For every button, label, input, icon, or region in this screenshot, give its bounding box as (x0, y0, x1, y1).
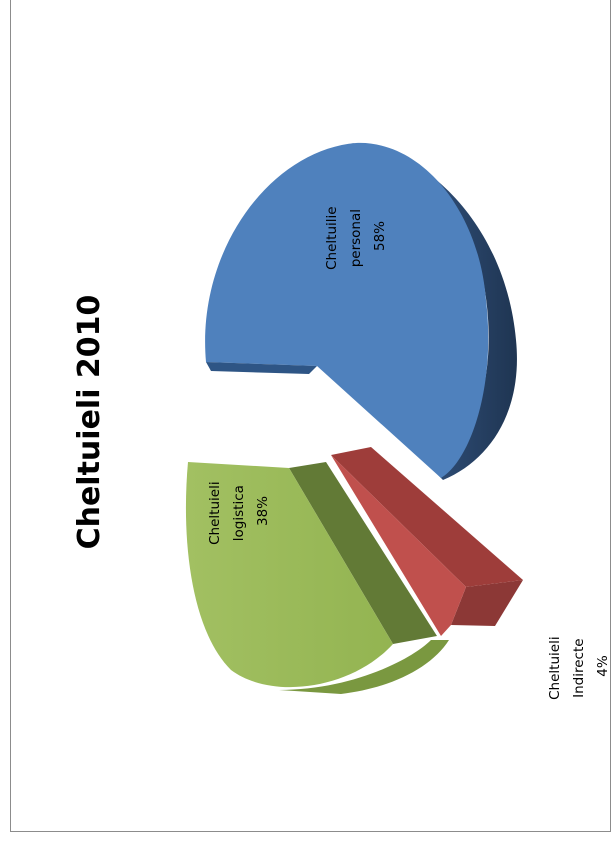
slice-indirecte-side (451, 580, 523, 626)
label-indirecte-line1: Cheltuieli (547, 636, 563, 699)
slice-logistica-top (185, 462, 393, 688)
label-indirecte-percent: 4% (595, 655, 611, 677)
slice-personal (205, 142, 517, 480)
slice-indirecte (331, 447, 523, 636)
label-logistica-percent: 38% (255, 496, 271, 526)
label-logistica-line1: Cheltuieli (207, 481, 223, 544)
label-personal-line2: personal (348, 209, 364, 267)
svg-text:Cheltuieli logistica: Cheltuieli logistica 38% (207, 477, 271, 545)
chart-title: Cheltuieli 2010 (72, 295, 107, 550)
svg-text:Cheltuieli Indirecte: Cheltuieli Indirecte 4% (547, 632, 611, 700)
slice-personal-top (205, 142, 489, 478)
slice-logistica (185, 462, 449, 694)
label-logistica: Cheltuieli logistica 38% (207, 477, 271, 545)
slice-personal-edge (206, 362, 317, 374)
pie-chart: Cheltuieli 2010 Cheltuilie personal 58% (72, 142, 611, 700)
slice-indirecte-front (331, 447, 523, 587)
label-indirecte-line2: Indirecte (571, 638, 587, 697)
slice-personal-side (351, 143, 517, 480)
chart-frame: Cheltuieli 2010 Cheltuilie personal 58% (10, 0, 611, 832)
label-indirecte: Cheltuieli Indirecte 4% (547, 632, 611, 700)
label-personal-line1: Cheltuilie (324, 206, 340, 269)
slice-logistica-side (279, 640, 449, 694)
label-personal-percent: 58% (372, 221, 388, 251)
slice-indirecte-top (331, 455, 466, 636)
svg-text:Cheltuilie personal: Cheltuilie personal 58% (324, 202, 388, 270)
slice-logistica-cut (289, 462, 437, 644)
label-personal: Cheltuilie personal 58% (324, 202, 388, 270)
label-logistica-line2: logistica (231, 485, 247, 541)
